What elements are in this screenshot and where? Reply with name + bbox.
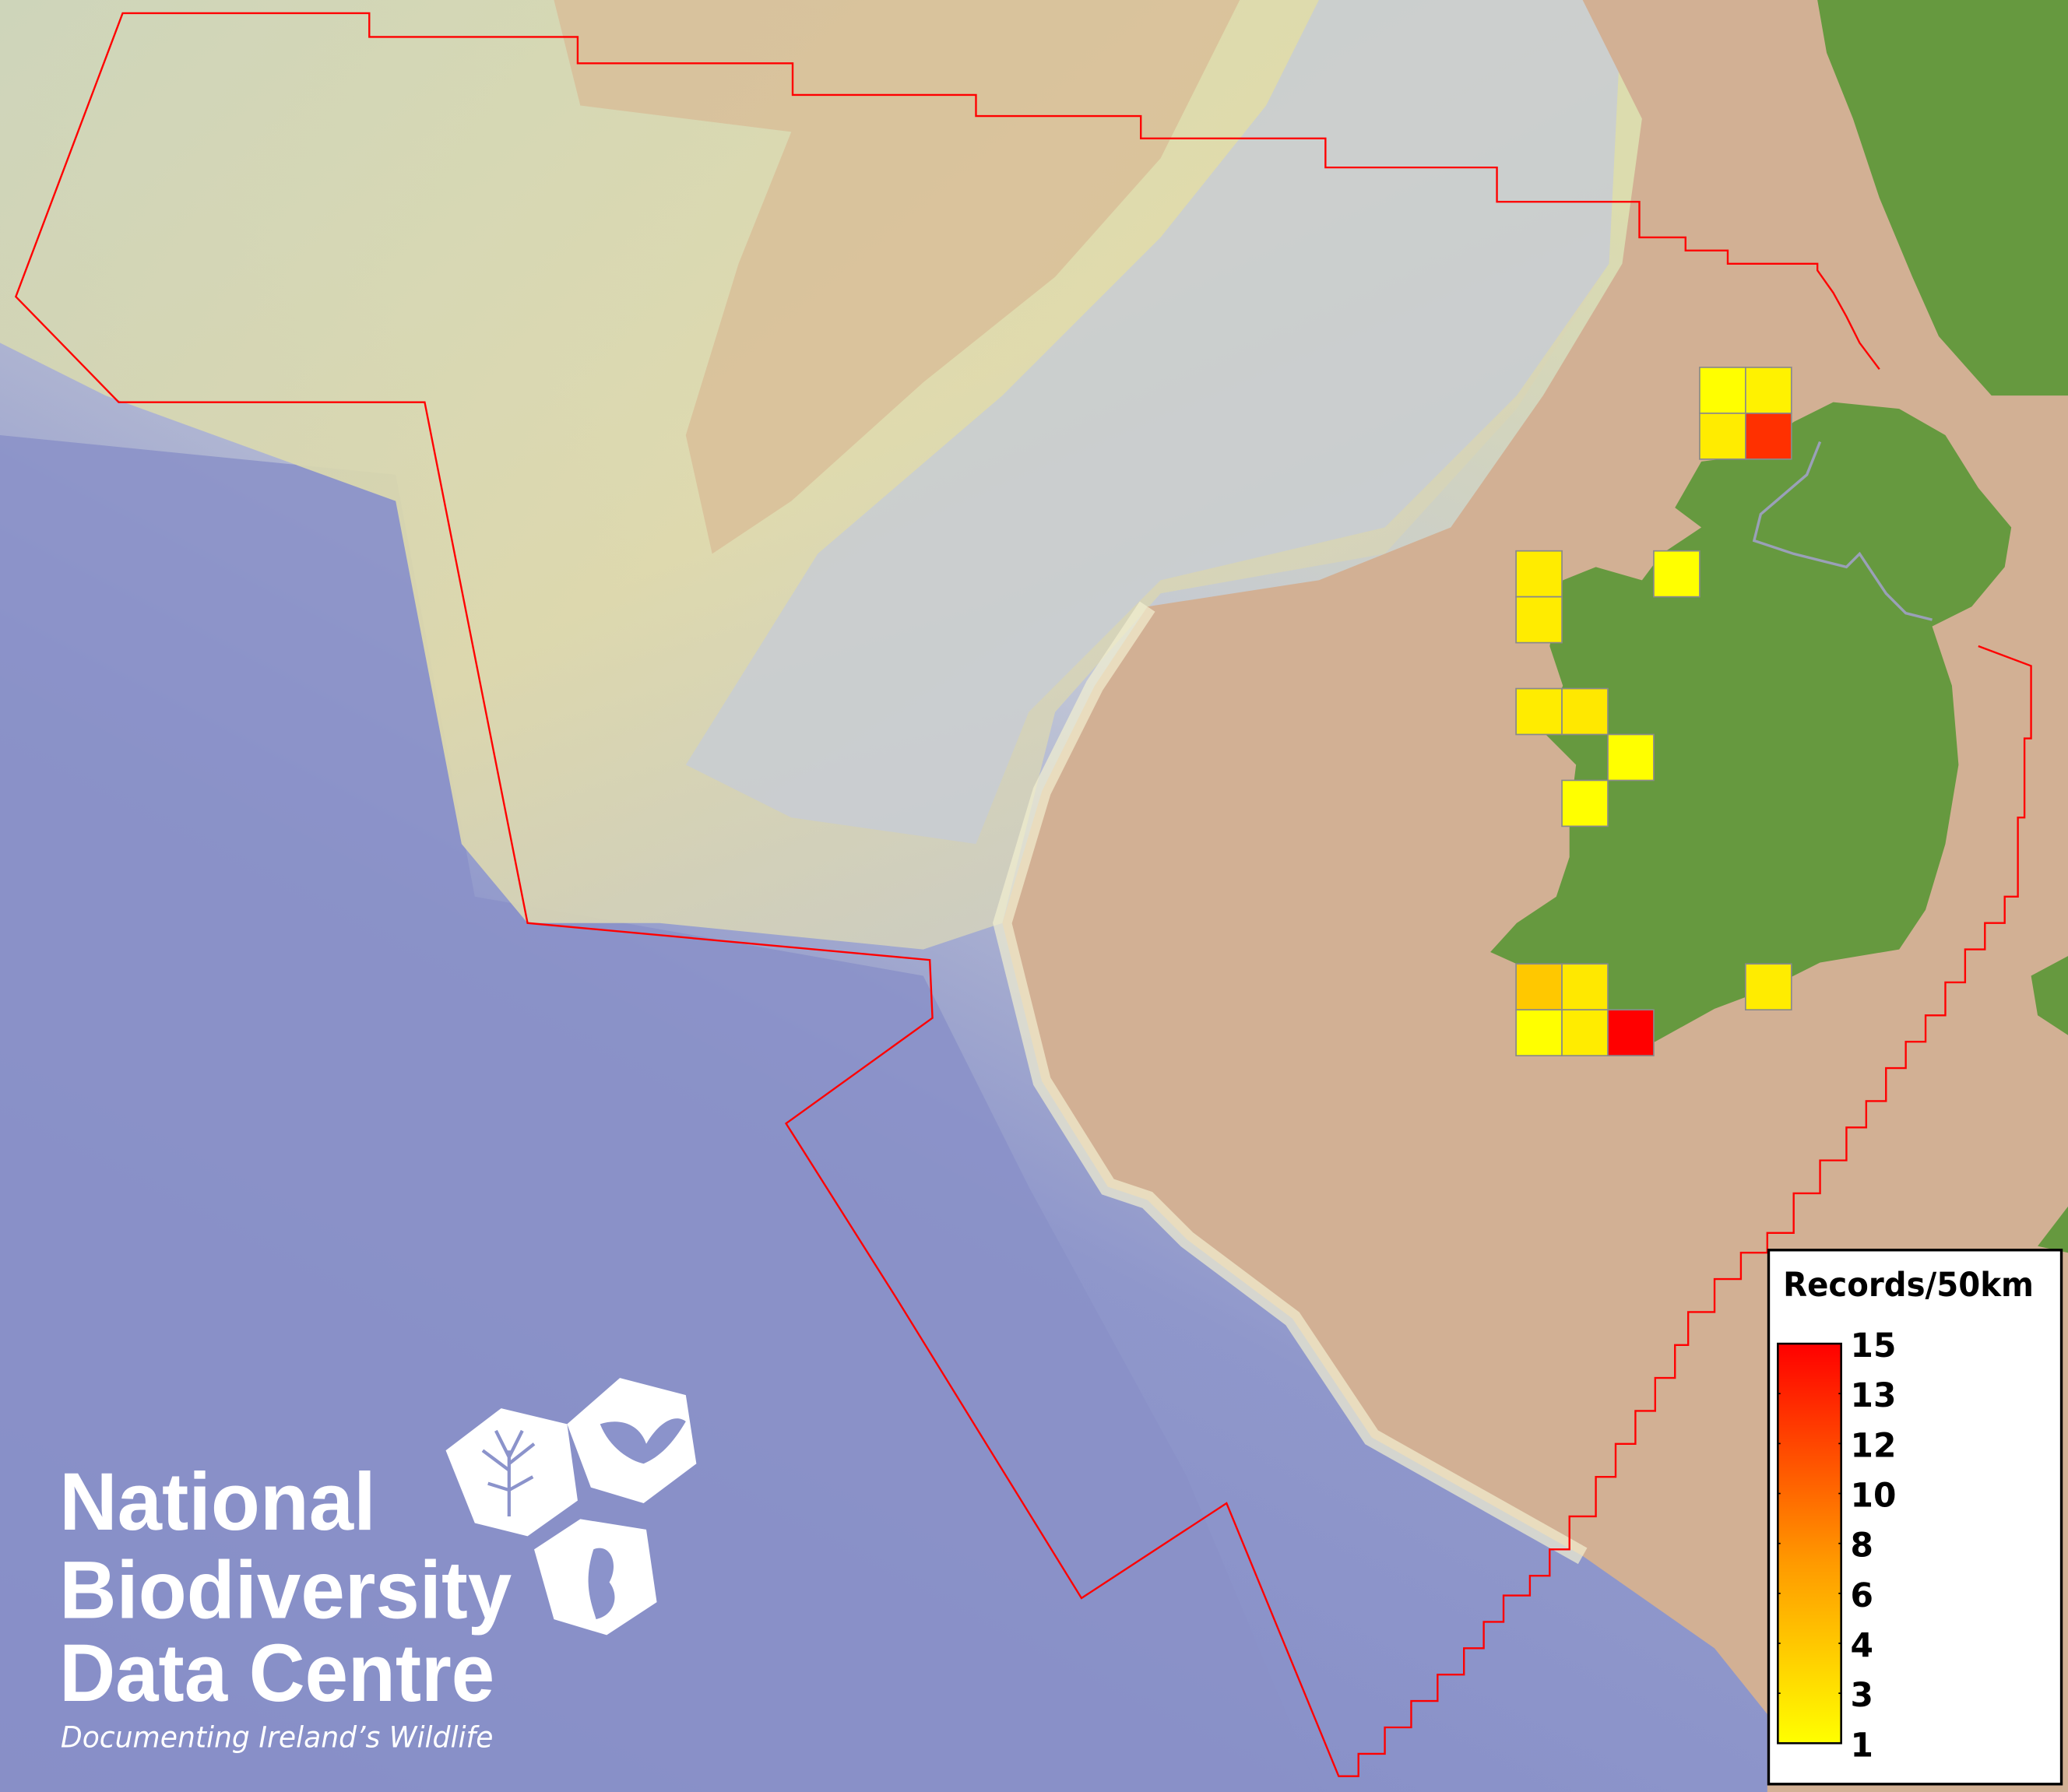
grid-cell (1561, 963, 1609, 1011)
grid-cell (1607, 1009, 1655, 1056)
grid-cell (1515, 963, 1563, 1011)
logo-hexagons (445, 1378, 697, 1636)
grid-cell (1515, 687, 1563, 736)
plateau-tan-area (554, 0, 1240, 554)
legend-tick-label: 4 (1851, 1626, 1873, 1664)
grid-cell (1607, 733, 1655, 782)
grid-cell (1745, 963, 1792, 1011)
grid-cell (1699, 413, 1746, 460)
legend-tick-label: 13 (1851, 1376, 1897, 1414)
grid-cell (1561, 1009, 1609, 1056)
grid-cell (1515, 596, 1563, 644)
logo-line-national: National (59, 1456, 376, 1548)
northern-ireland-border (1752, 441, 1933, 621)
wales-land-fragment (2031, 956, 2068, 1035)
grid-cell (1745, 367, 1792, 414)
legend-tick-label: 15 (1851, 1326, 1897, 1365)
grid-cell (1699, 367, 1746, 414)
trough-area (685, 0, 1623, 845)
grid-cell (1515, 1009, 1563, 1056)
logo-tagline: Documenting Ireland’s Wildlife (61, 1720, 494, 1754)
cornwall-land-fragment (2038, 1206, 2068, 1253)
record-grid-cells (1515, 367, 1792, 1056)
nbdc-logo: National Biodiversity Data Centre Docume… (59, 1378, 697, 1754)
grid-cell (1561, 687, 1609, 736)
legend-tick-label: 3 (1851, 1676, 1873, 1714)
grid-cell (1515, 550, 1563, 598)
logo-line-biodiversity: Biodiversity (59, 1544, 512, 1636)
logo-line-data-centre: Data Centre (59, 1628, 494, 1719)
legend-tick-label: 6 (1851, 1576, 1873, 1615)
legend-tick-label: 1 (1851, 1726, 1873, 1764)
legend-tick-label: 8 (1851, 1527, 1873, 1565)
reporting-area-boundary (14, 12, 2032, 1777)
ireland-land (1490, 402, 2012, 1056)
legend-colorbar (1777, 1342, 1842, 1745)
tree-icon (445, 1408, 578, 1537)
grid-cell (1653, 550, 1700, 598)
grid-cell (1745, 413, 1792, 460)
legend-title: Records/50km (1783, 1266, 2034, 1304)
grid-cell (1561, 779, 1609, 827)
scotland-land (1817, 0, 2068, 396)
legend-tick-label: 12 (1851, 1426, 1897, 1464)
shelf-edge-highlight (993, 601, 1588, 1565)
legend-tick-label: 10 (1851, 1476, 1897, 1514)
deep-ocean-area (0, 434, 1319, 1792)
legend: Records/50km 15 13 12 10 8 6 4 3 1 (1767, 1249, 2063, 1786)
